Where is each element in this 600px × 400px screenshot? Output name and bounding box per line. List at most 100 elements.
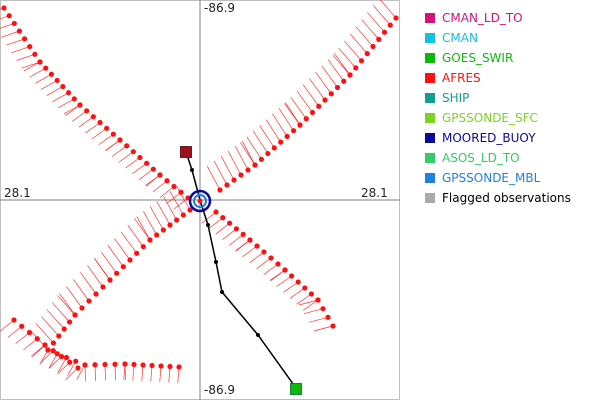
- afres-wind-barb: [52, 92, 69, 103]
- afres-observation-point: [127, 257, 133, 263]
- afres-wind-barb: [215, 222, 230, 235]
- afres-observation-point: [11, 20, 17, 27]
- afres-observation-point: [370, 43, 376, 50]
- afres-observation-point: [245, 167, 251, 173]
- plot-area[interactable]: -86.9 -86.9 28.1 28.1: [0, 0, 400, 400]
- afres-wind-barb: [334, 53, 351, 76]
- afres-wind-barb: [303, 299, 319, 311]
- afres-wind-barb: [168, 366, 171, 383]
- afres-wind-barb: [16, 53, 35, 61]
- afres-wind-barb: [71, 110, 87, 122]
- afres-observation-point: [261, 249, 267, 255]
- afres-wind-barb: [118, 151, 134, 163]
- afres-wind-barb: [173, 197, 189, 210]
- afres-wind-barb: [136, 216, 151, 241]
- legend-item-cman[interactable]: CMAN: [420, 28, 598, 48]
- afres-wind-barb: [201, 211, 217, 224]
- afres-wind-barb: [270, 269, 286, 281]
- afres-wind-barb: [355, 26, 374, 47]
- afres-observation-point: [144, 160, 150, 166]
- legend-item-gpssonde-mbl[interactable]: GPSSONDE_MBL: [420, 168, 598, 188]
- legend-item-gpssonde-sfc[interactable]: GPSSONDE_SFC: [420, 108, 598, 128]
- afres-observation-point: [217, 187, 223, 193]
- afres-observation-point: [140, 362, 146, 368]
- afres-wind-barb: [208, 217, 224, 229]
- afres-wind-barb: [361, 19, 380, 40]
- afres-wind-barb: [41, 316, 60, 337]
- afres-wind-barb: [367, 12, 385, 33]
- legend-label: AFRES: [442, 71, 481, 85]
- afres-wind-barb: [228, 234, 244, 246]
- legend-label: GPSSONDE_MBL: [442, 171, 541, 185]
- afres-wind-barb: [87, 265, 104, 288]
- sonde-track-point: [220, 290, 224, 294]
- legend-item-goes-swir[interactable]: GOES_SWIR: [420, 48, 598, 68]
- afres-wind-barb: [56, 361, 70, 375]
- afres-wind-barb: [263, 263, 279, 275]
- afres-wind-barb: [313, 325, 334, 332]
- afres-wind-barb: [23, 338, 38, 351]
- afres-observation-point: [320, 306, 326, 312]
- afres-observation-point: [231, 177, 237, 183]
- afres-wind-barb: [35, 73, 52, 84]
- afres-observation-point: [137, 154, 143, 161]
- afres-observation-point: [297, 122, 303, 128]
- afres-observation-point: [63, 354, 70, 361]
- legend-swatch-icon: [425, 53, 435, 63]
- afres-wind-barb: [152, 180, 168, 193]
- afres-wind-barb: [65, 367, 79, 381]
- afres-observation-point: [112, 361, 118, 367]
- afres-observation-point: [110, 131, 116, 137]
- legend-item-ship[interactable]: SHIP: [420, 88, 598, 108]
- afres-wind-barb: [48, 353, 58, 369]
- afres-wind-barb: [344, 40, 362, 61]
- afres-observation-point: [71, 96, 77, 102]
- afres-observation-point: [130, 149, 136, 155]
- legend-item-asos-ld-to[interactable]: ASOS_LD_TO: [420, 148, 598, 168]
- afres-observation-point: [21, 36, 28, 42]
- afres-wind-barb: [125, 157, 141, 169]
- afres-observation-point: [171, 183, 177, 190]
- afres-wind-barb: [114, 364, 116, 381]
- afres-observation-point: [93, 291, 99, 297]
- afres-wind-barb: [149, 206, 164, 231]
- afres-observation-point: [100, 284, 106, 290]
- afres-wind-barb: [308, 316, 329, 323]
- afres-observation-point: [48, 71, 55, 77]
- afres-wind-barb: [242, 245, 258, 257]
- afres-observation-point: [54, 77, 60, 84]
- afres-observation-point: [167, 222, 173, 228]
- afres-observation-point: [353, 65, 359, 71]
- legend-swatch-icon: [425, 133, 435, 143]
- afres-wind-barb: [11, 46, 30, 54]
- afres-observation-point: [54, 351, 60, 357]
- afres-observation-point: [158, 363, 164, 369]
- afres-observation-point: [308, 291, 314, 297]
- afres-observation-point: [322, 97, 328, 103]
- moored-buoy-ring-inner: [193, 194, 207, 208]
- legend: CMAN_LD_TO CMAN GOES_SWIR AFRES SHIP GPS…: [420, 8, 598, 208]
- afres-wind-barb: [372, 5, 391, 26]
- sonde-track-point: [214, 260, 218, 264]
- afres-observation-point: [376, 36, 382, 42]
- afres-observation-point: [131, 361, 137, 368]
- afres-observation-point: [114, 270, 120, 276]
- afres-wind-barb: [59, 293, 76, 316]
- afres-observation-point: [149, 362, 155, 369]
- afres-wind-barb: [338, 47, 357, 69]
- afres-observation-point: [387, 22, 393, 28]
- legend-item-cman-ld-to[interactable]: CMAN_LD_TO: [420, 8, 598, 28]
- afres-observation-point: [67, 319, 73, 325]
- afres-observation-point: [364, 51, 370, 57]
- legend-item-flagged[interactable]: Flagged observations: [420, 188, 598, 208]
- legend-item-afres[interactable]: AFRES: [420, 68, 598, 88]
- afres-wind-barb: [259, 125, 275, 149]
- afres-observation-point: [254, 243, 260, 249]
- legend-item-moored-buoy[interactable]: MOORED_BUOY: [420, 128, 598, 148]
- axis-label-left: 28.1: [4, 186, 31, 200]
- afres-observation-point: [150, 166, 156, 172]
- afres-observation-point: [6, 13, 12, 19]
- afres-wind-barb: [332, 54, 351, 76]
- afres-wind-barb: [222, 228, 237, 241]
- afres-wind-barb: [65, 104, 81, 116]
